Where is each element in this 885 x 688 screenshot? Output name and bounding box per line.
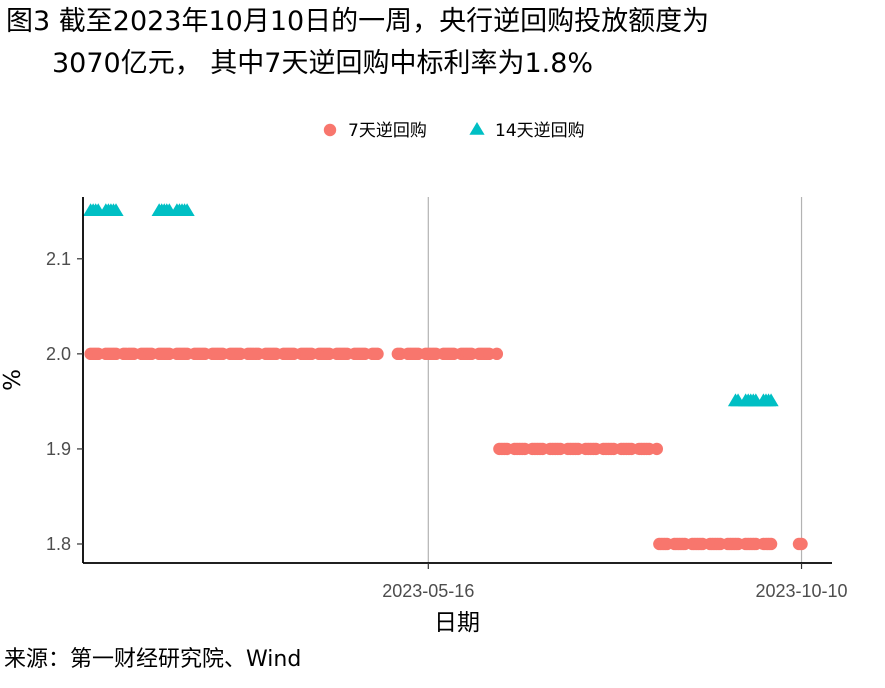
- data-point: [371, 347, 384, 361]
- y-tick-label: 1.8: [46, 534, 71, 554]
- y-tick-label: 2.0: [46, 344, 71, 364]
- data-points: [83, 203, 808, 551]
- data-point: [179, 203, 195, 217]
- x-tick-label: 2023-05-16: [382, 581, 474, 601]
- data-point: [108, 203, 124, 217]
- y-tick-label: 2.1: [46, 249, 71, 269]
- legend-label: 14天逆回购: [495, 121, 585, 141]
- data-point: [490, 347, 504, 361]
- legend-key: [469, 122, 485, 135]
- axes: [82, 197, 832, 564]
- legend-label: 7天逆回购: [348, 121, 427, 141]
- y-axis-title: %: [0, 369, 26, 391]
- chart-title-line-1: 图3 截至2023年10月10日的一周，央行逆回购投放额度为: [6, 6, 710, 37]
- legend: 7天逆回购 14天逆回购: [323, 121, 585, 141]
- y-tick-label: 1.9: [46, 439, 71, 459]
- series-2: [83, 203, 779, 407]
- legend-item: 7天逆回购: [323, 121, 427, 141]
- legend-item: 14天逆回购: [469, 121, 585, 141]
- chart-title-line-2: 3070亿元， 其中7天逆回购中标利率为1.8%: [52, 48, 594, 79]
- x-axis-title: 日期: [434, 610, 480, 636]
- data-point: [650, 442, 664, 456]
- source-note: 来源：第一财经研究院、Wind: [4, 647, 302, 672]
- grid-lines: [427, 197, 803, 563]
- legend-key: [323, 123, 337, 137]
- series-1: [84, 347, 808, 551]
- axis-ticks: 2023-05-16 2023-10-10 1.8 1.9 2.0 2.1: [46, 249, 848, 601]
- x-tick-label: 2023-10-10: [755, 581, 847, 601]
- data-point: [763, 393, 779, 407]
- data-point: [764, 537, 778, 551]
- data-point: [795, 537, 808, 551]
